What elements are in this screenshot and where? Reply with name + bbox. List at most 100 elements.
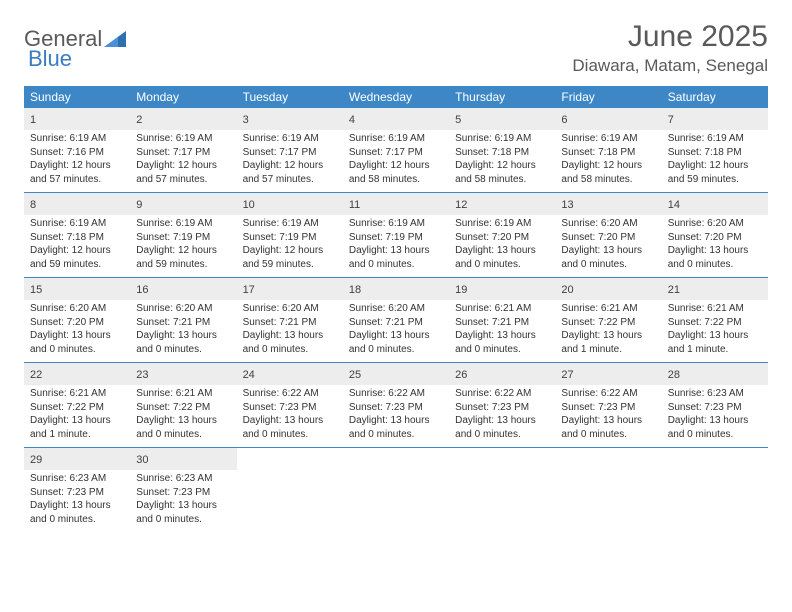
day-cell: 29Sunrise: 6:23 AMSunset: 7:23 PMDayligh… xyxy=(24,448,130,532)
sun-info-line: Daylight: 13 hours xyxy=(30,499,124,513)
sun-info-line: Sunset: 7:18 PM xyxy=(561,146,655,160)
day-cell: 18Sunrise: 6:20 AMSunset: 7:21 PMDayligh… xyxy=(343,278,449,362)
sun-info-line: Daylight: 12 hours xyxy=(668,159,762,173)
week-row: 1 Sunrise: 6:19 AM Sunset: 7:16 PM Daylight… xyxy=(24,108,768,193)
sun-info-line: Sunset: 7:19 PM xyxy=(243,231,337,245)
sun-info-line: and 0 minutes. xyxy=(561,258,655,272)
day-number: 8 xyxy=(30,199,36,211)
sun-info-line: and 0 minutes. xyxy=(243,428,337,442)
empty-cell xyxy=(662,448,768,532)
sun-info-line: Sunset: 7:23 PM xyxy=(561,401,655,415)
sun-info-line: and 0 minutes. xyxy=(136,428,230,442)
day-cell: 19Sunrise: 6:21 AMSunset: 7:21 PMDayligh… xyxy=(449,278,555,362)
sun-info-line: and 58 minutes. xyxy=(561,173,655,187)
sun-info-line: and 0 minutes. xyxy=(30,343,124,357)
sun-info-line: Sunrise: 6:21 AM xyxy=(455,302,549,316)
day-number: 15 xyxy=(30,284,42,296)
day-number: 28 xyxy=(668,369,680,381)
empty-cell xyxy=(449,448,555,532)
day-cell: 20Sunrise: 6:21 AMSunset: 7:22 PMDayligh… xyxy=(555,278,661,362)
day-number-row: 23 xyxy=(130,363,236,385)
day-number-row: 28 xyxy=(662,363,768,385)
day-cell: 15Sunrise: 6:20 AMSunset: 7:20 PMDayligh… xyxy=(24,278,130,362)
sun-info-line: Sunset: 7:21 PM xyxy=(243,316,337,330)
title-block: June 2025 Diawara, Matam, Senegal xyxy=(572,20,768,76)
day-number: 22 xyxy=(30,369,42,381)
day-number-row: 3 xyxy=(237,108,343,130)
day-number: 17 xyxy=(243,284,255,296)
sun-info-line: and 0 minutes. xyxy=(136,513,230,527)
day-number: 5 xyxy=(455,114,461,126)
day-number: 4 xyxy=(349,114,355,126)
header: General June 2025 Diawara, Matam, Senega… xyxy=(24,20,768,76)
sun-info-line: Daylight: 13 hours xyxy=(668,329,762,343)
sun-info-line: and 0 minutes. xyxy=(349,343,443,357)
sun-info-line: Sunrise: 6:21 AM xyxy=(668,302,762,316)
sun-info-line: Sunrise: 6:22 AM xyxy=(455,387,549,401)
sun-info-line: Sunrise: 6:19 AM xyxy=(30,217,124,231)
day-number: 25 xyxy=(349,369,361,381)
sun-info-line: Daylight: 12 hours xyxy=(136,244,230,258)
sun-info-line: Daylight: 13 hours xyxy=(243,329,337,343)
day-number: 19 xyxy=(455,284,467,296)
sun-info-line: Sunset: 7:16 PM xyxy=(30,146,124,160)
sun-info-line: Daylight: 13 hours xyxy=(455,244,549,258)
sun-info-line: Daylight: 13 hours xyxy=(30,329,124,343)
sun-info-line: Sunset: 7:21 PM xyxy=(136,316,230,330)
day-number-row: 21 xyxy=(662,278,768,300)
day-cell: 6Sunrise: 6:19 AMSunset: 7:18 PMDaylight… xyxy=(555,108,661,192)
day-number-row: 30 xyxy=(130,448,236,470)
sun-info-line: and 0 minutes. xyxy=(30,513,124,527)
day-cell: 8Sunrise: 6:19 AMSunset: 7:18 PMDaylight… xyxy=(24,193,130,277)
week-row: 29Sunrise: 6:23 AMSunset: 7:23 PMDayligh… xyxy=(24,448,768,532)
day-cell: 16Sunrise: 6:20 AMSunset: 7:21 PMDayligh… xyxy=(130,278,236,362)
week-row: 15Sunrise: 6:20 AMSunset: 7:20 PMDayligh… xyxy=(24,278,768,363)
sun-info-line: and 57 minutes. xyxy=(136,173,230,187)
sun-info-line: and 0 minutes. xyxy=(455,428,549,442)
sun-info-line: Sunset: 7:23 PM xyxy=(455,401,549,415)
sun-info-line: Sunset: 7:23 PM xyxy=(243,401,337,415)
sun-info-line: and 0 minutes. xyxy=(561,428,655,442)
sun-info-line: Sunset: 7:23 PM xyxy=(349,401,443,415)
day-number-row: 7 xyxy=(662,108,768,130)
day-cell: 12Sunrise: 6:19 AMSunset: 7:20 PMDayligh… xyxy=(449,193,555,277)
sun-info-line: Daylight: 13 hours xyxy=(455,414,549,428)
day-cell: 10 Sunrise: 6:19 AMSunset: 7:19 PMDayligh… xyxy=(237,193,343,277)
empty-cell xyxy=(343,448,449,532)
day-number: 16 xyxy=(136,284,148,296)
day-header-sunday: Sunday xyxy=(24,86,130,108)
sun-info-line: Sunset: 7:20 PM xyxy=(561,231,655,245)
sun-info-line: Sunrise: 6:23 AM xyxy=(668,387,762,401)
day-number: 23 xyxy=(136,369,148,381)
sun-info-line: Sunrise: 6:19 AM xyxy=(349,217,443,231)
sun-info-line: Daylight: 12 hours xyxy=(243,244,337,258)
day-cell: 11Sunrise: 6:19 AMSunset: 7:19 PMDayligh… xyxy=(343,193,449,277)
sun-info-line: Sunset: 7:19 PM xyxy=(349,231,443,245)
week-row: 8Sunrise: 6:19 AMSunset: 7:18 PMDaylight… xyxy=(24,193,768,278)
day-number-row: 10 xyxy=(237,193,343,215)
day-number: 29 xyxy=(30,454,42,466)
day-number-row: 27 xyxy=(555,363,661,385)
day-cell: 5Sunrise: 6:19 AMSunset: 7:18 PMDaylight… xyxy=(449,108,555,192)
sun-info-line: and 0 minutes. xyxy=(243,343,337,357)
location-text: Diawara, Matam, Senegal xyxy=(572,56,768,76)
sun-info-line: Daylight: 12 hours xyxy=(243,159,337,173)
day-number: 12 xyxy=(455,199,467,211)
logo-text-2: Blue xyxy=(28,46,72,71)
day-number: 1 xyxy=(30,114,36,126)
sun-info-line: Daylight: 12 hours xyxy=(561,159,655,173)
sun-info-line: and 59 minutes. xyxy=(136,258,230,272)
sun-info-line: Sunrise: 6:19 AM xyxy=(349,132,443,146)
sun-info-line: Daylight: 13 hours xyxy=(561,329,655,343)
day-number: 3 xyxy=(243,114,249,126)
day-number-row: 16 xyxy=(130,278,236,300)
sun-info-line: Daylight: 12 hours xyxy=(30,244,124,258)
sun-info-line: Sunrise: 6:19 AM xyxy=(243,217,337,231)
sun-info-line: Sunrise: 6:21 AM xyxy=(561,302,655,316)
day-number: 26 xyxy=(455,369,467,381)
sun-info-line: Sunset: 7:21 PM xyxy=(349,316,443,330)
day-header-tuesday: Tuesday xyxy=(237,86,343,108)
sun-info-line: and 1 minute. xyxy=(30,428,124,442)
sun-info-line: Sunrise: 6:20 AM xyxy=(243,302,337,316)
sun-info-line: and 58 minutes. xyxy=(455,173,549,187)
